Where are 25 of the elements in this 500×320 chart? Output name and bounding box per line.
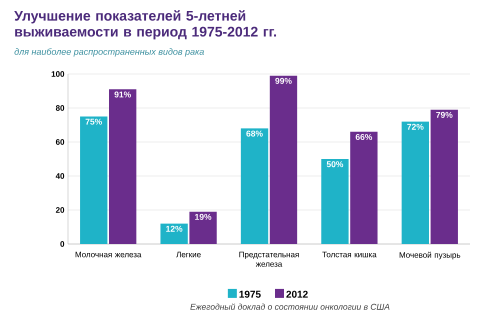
legend-label: 1975 <box>239 290 261 298</box>
bar <box>109 89 136 244</box>
bar <box>80 116 108 244</box>
data-label: 19% <box>195 214 212 220</box>
legend-label: 2012 <box>286 290 308 298</box>
chart-subtitle: для наиболее распространенных видов рака <box>14 48 204 57</box>
bar <box>189 212 217 244</box>
bar <box>350 132 378 244</box>
bar <box>160 224 188 244</box>
data-label: 72% <box>407 124 424 130</box>
data-label: 99% <box>275 78 292 84</box>
data-label: 91% <box>114 92 131 98</box>
data-label: 68% <box>246 130 263 137</box>
bar <box>430 110 458 244</box>
bar <box>270 76 298 244</box>
data-label: 79% <box>436 112 453 118</box>
bar <box>402 122 429 244</box>
chart-title: Улучшение показателей 5-летней выживаемости в период 1975-2012 гг. <box>14 10 276 40</box>
bar <box>321 159 349 244</box>
bar <box>240 128 268 244</box>
data-label: 66% <box>356 134 372 140</box>
data-label: 75% <box>86 118 102 125</box>
data-label: 50% <box>326 161 344 168</box>
text: Ежегодный доклад о состоянии онкологии в США <box>190 303 390 310</box>
data-label: 12% <box>166 226 182 232</box>
